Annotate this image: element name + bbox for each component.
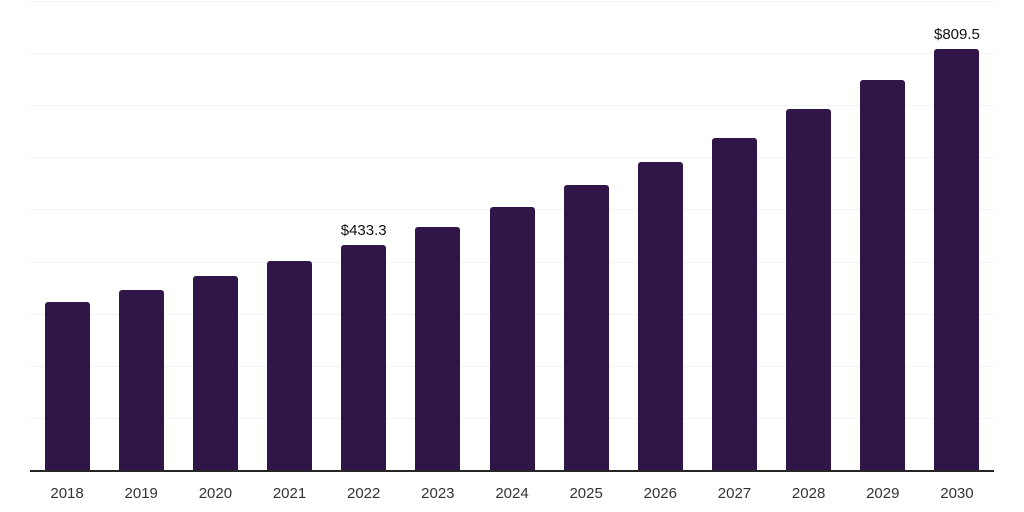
- bar-2025: [563, 185, 609, 471]
- bar-2029: [860, 80, 906, 471]
- gridline-800: [30, 53, 994, 55]
- gridline-900: [30, 1, 994, 2]
- x-tick-label-2018: 2018: [50, 485, 84, 502]
- bar-2022: [341, 245, 387, 471]
- x-tick-label-2029: 2029: [866, 485, 900, 502]
- x-tick-label-2030: 2030: [940, 485, 974, 502]
- x-tick-label-2024: 2024: [495, 485, 529, 502]
- bar-2020: [192, 276, 238, 471]
- x-tick-label-2028: 2028: [791, 485, 826, 502]
- bar-2027: [711, 138, 757, 471]
- x-tick-label-2019: 2019: [124, 485, 158, 502]
- data-label-2030: $809.5: [933, 26, 980, 44]
- data-label-2022: $433.3: [340, 222, 387, 240]
- x-tick-label-2020: 2020: [198, 485, 233, 502]
- x-axis-line: [30, 470, 994, 472]
- x-tick-label-2026: 2026: [643, 485, 677, 502]
- x-tick-label-2023: 2023: [421, 485, 455, 502]
- x-tick-label-2027: 2027: [717, 485, 752, 502]
- bar-2023: [415, 226, 461, 471]
- bar-2024: [489, 207, 535, 471]
- plot-area: $433.3 $809.5: [30, 1, 994, 471]
- x-tick-label-2022: 2022: [347, 485, 381, 502]
- bar-2026: [637, 161, 683, 471]
- bar-2019: [118, 290, 164, 471]
- gridline-600: [30, 157, 994, 159]
- x-tick-label-2025: 2025: [569, 485, 603, 502]
- bar-2021: [267, 261, 313, 471]
- gridline-700: [30, 105, 994, 107]
- bar-2018: [44, 302, 90, 471]
- bar-2028: [786, 108, 832, 471]
- bar-2030: [934, 49, 980, 471]
- x-tick-label-2021: 2021: [272, 485, 307, 502]
